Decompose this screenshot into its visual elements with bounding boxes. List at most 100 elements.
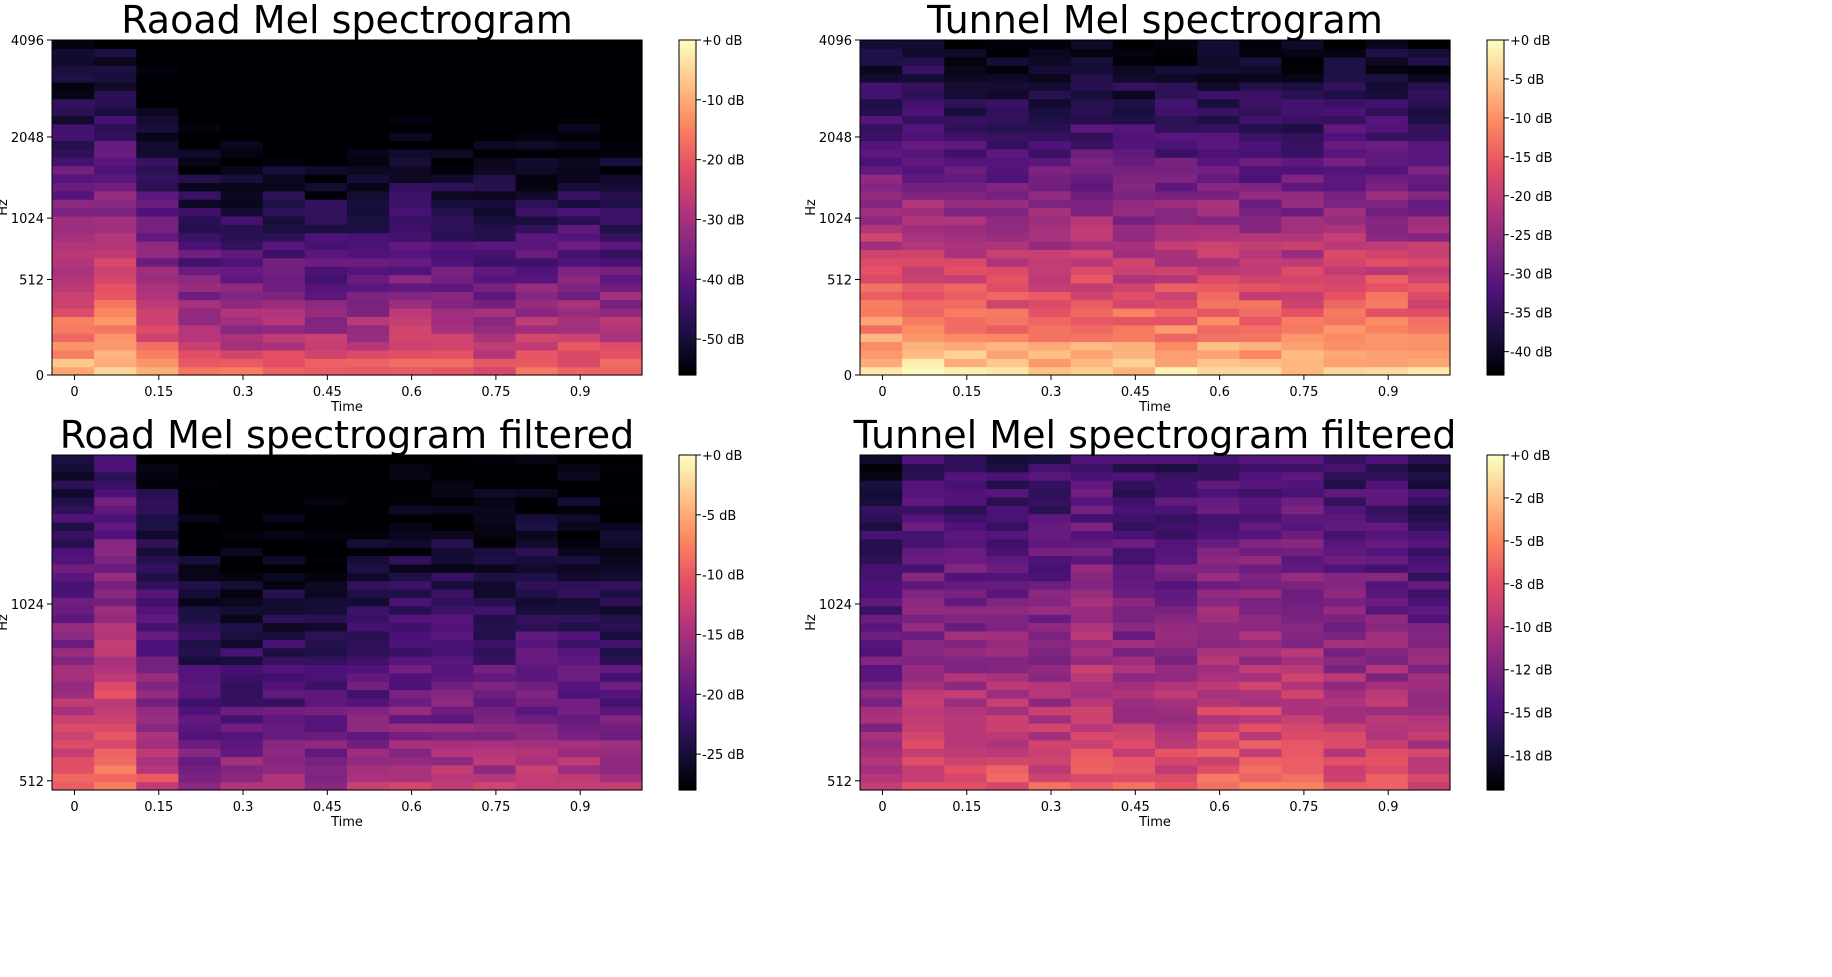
heatmap-cell: [94, 505, 137, 515]
heatmap-cell: [1239, 107, 1283, 116]
x-tick-label: 0: [878, 385, 886, 400]
heatmap-cell: [1323, 65, 1367, 75]
colorbar-band: [1487, 660, 1504, 665]
heatmap-cell: [431, 572, 475, 582]
heatmap-cell: [1239, 81, 1283, 91]
heatmap-cell: [1112, 622, 1156, 632]
heatmap-cell: [1197, 664, 1240, 674]
heatmap-cell: [860, 580, 903, 590]
heatmap-cell: [944, 232, 988, 242]
heatmap-cell: [304, 488, 348, 498]
colorbar-band: [1487, 593, 1504, 598]
heatmap-cell: [986, 471, 1030, 481]
heatmap-cell: [94, 157, 137, 167]
heatmap-cell: [1155, 647, 1198, 657]
heatmap-cell: [304, 530, 348, 540]
heatmap-cell: [1155, 333, 1198, 343]
colorbar-band: [1487, 136, 1504, 142]
heatmap-cell: [944, 56, 988, 66]
heatmap-cell: [944, 358, 988, 368]
heatmap-cell: [944, 614, 988, 624]
heatmap-cell: [1112, 480, 1156, 490]
heatmap-cell: [860, 90, 903, 100]
heatmap-cells: [52, 455, 643, 791]
heatmap-cell: [431, 349, 475, 359]
heatmap-cell: [515, 697, 559, 707]
heatmap-cell: [94, 731, 137, 741]
heatmap-cell: [944, 90, 988, 100]
heatmap-cell: [1365, 697, 1409, 707]
heatmap-cell: [1365, 366, 1409, 376]
heatmap-cell: [1407, 366, 1451, 376]
heatmap-cell: [94, 773, 137, 783]
heatmap-cell: [1155, 115, 1198, 125]
heatmap-cell: [1112, 81, 1156, 91]
colorbar-band: [679, 366, 696, 372]
heatmap-cell: [473, 530, 517, 540]
heatmap-cell: [1281, 714, 1325, 724]
heatmap-cell: [1239, 538, 1283, 548]
heatmap-cell: [599, 341, 643, 351]
heatmap-cell: [220, 505, 264, 515]
heatmap-cell: [220, 73, 264, 83]
heatmap-cell: [1112, 48, 1156, 58]
heatmap-cell: [599, 714, 643, 724]
heatmap-cell: [136, 115, 180, 125]
colorbar-band: [1487, 643, 1504, 649]
colorbar-tick-label: -30 dB: [1510, 268, 1553, 283]
heatmap-cell: [1239, 622, 1283, 632]
heatmap-cell: [389, 697, 432, 707]
colorbar-band: [679, 702, 696, 707]
heatmap-cell: [262, 257, 306, 267]
heatmap-cell: [52, 241, 95, 250]
heatmap-cell: [1323, 731, 1367, 741]
heatmap-cell: [944, 282, 988, 292]
heatmap-cell: [220, 115, 264, 125]
colorbar-band: [1487, 56, 1504, 62]
heatmap-cell: [262, 597, 306, 607]
colorbar-band: [679, 580, 696, 586]
heatmap-cell: [136, 664, 180, 674]
heatmap-cell: [262, 471, 306, 481]
heatmap-cell: [52, 65, 95, 75]
colorbar-band: [1487, 630, 1504, 636]
heatmap-cell: [515, 714, 559, 724]
heatmap-cell: [944, 274, 988, 284]
heatmap-cell: [220, 174, 264, 183]
heatmap-cell: [52, 224, 95, 234]
heatmap-cell: [94, 56, 137, 66]
heatmap-cell: [515, 614, 559, 624]
heatmap-cell: [1239, 157, 1283, 167]
heatmap-cell: [431, 455, 475, 464]
heatmap-cell: [1323, 471, 1367, 481]
heatmap-cell: [304, 764, 348, 774]
heatmap-cell: [304, 538, 348, 548]
heatmap-cell: [986, 496, 1030, 506]
heatmap-cell: [136, 614, 180, 624]
colorbar-band: [679, 501, 696, 506]
heatmap-cell: [1070, 358, 1114, 368]
heatmap-cell: [1197, 190, 1240, 200]
heatmap-cell: [1323, 73, 1367, 83]
heatmap-cell: [473, 266, 517, 276]
heatmap-cell: [599, 56, 643, 66]
heatmap-cell: [557, 656, 601, 665]
heatmap-cell: [1155, 98, 1198, 108]
heatmap-cell: [94, 471, 137, 481]
heatmap-cell: [262, 714, 306, 724]
heatmap-cell: [1323, 748, 1367, 758]
colorbar-band: [1487, 232, 1504, 238]
heatmap-cell: [944, 664, 988, 674]
heatmap-cell: [1155, 706, 1198, 716]
heatmap-cell: [986, 224, 1030, 234]
heatmap-cell: [389, 274, 432, 284]
heatmap-cell: [94, 123, 137, 133]
colorbar-band: [679, 153, 696, 158]
heatmap-cell: [1323, 664, 1367, 674]
heatmap-cell: [1155, 697, 1198, 707]
heatmap-cell: [515, 513, 559, 523]
heatmap-cell: [389, 358, 432, 368]
heatmap-cell: [52, 249, 95, 259]
heatmap-cell: [557, 174, 601, 183]
heatmap-cell: [347, 739, 390, 749]
